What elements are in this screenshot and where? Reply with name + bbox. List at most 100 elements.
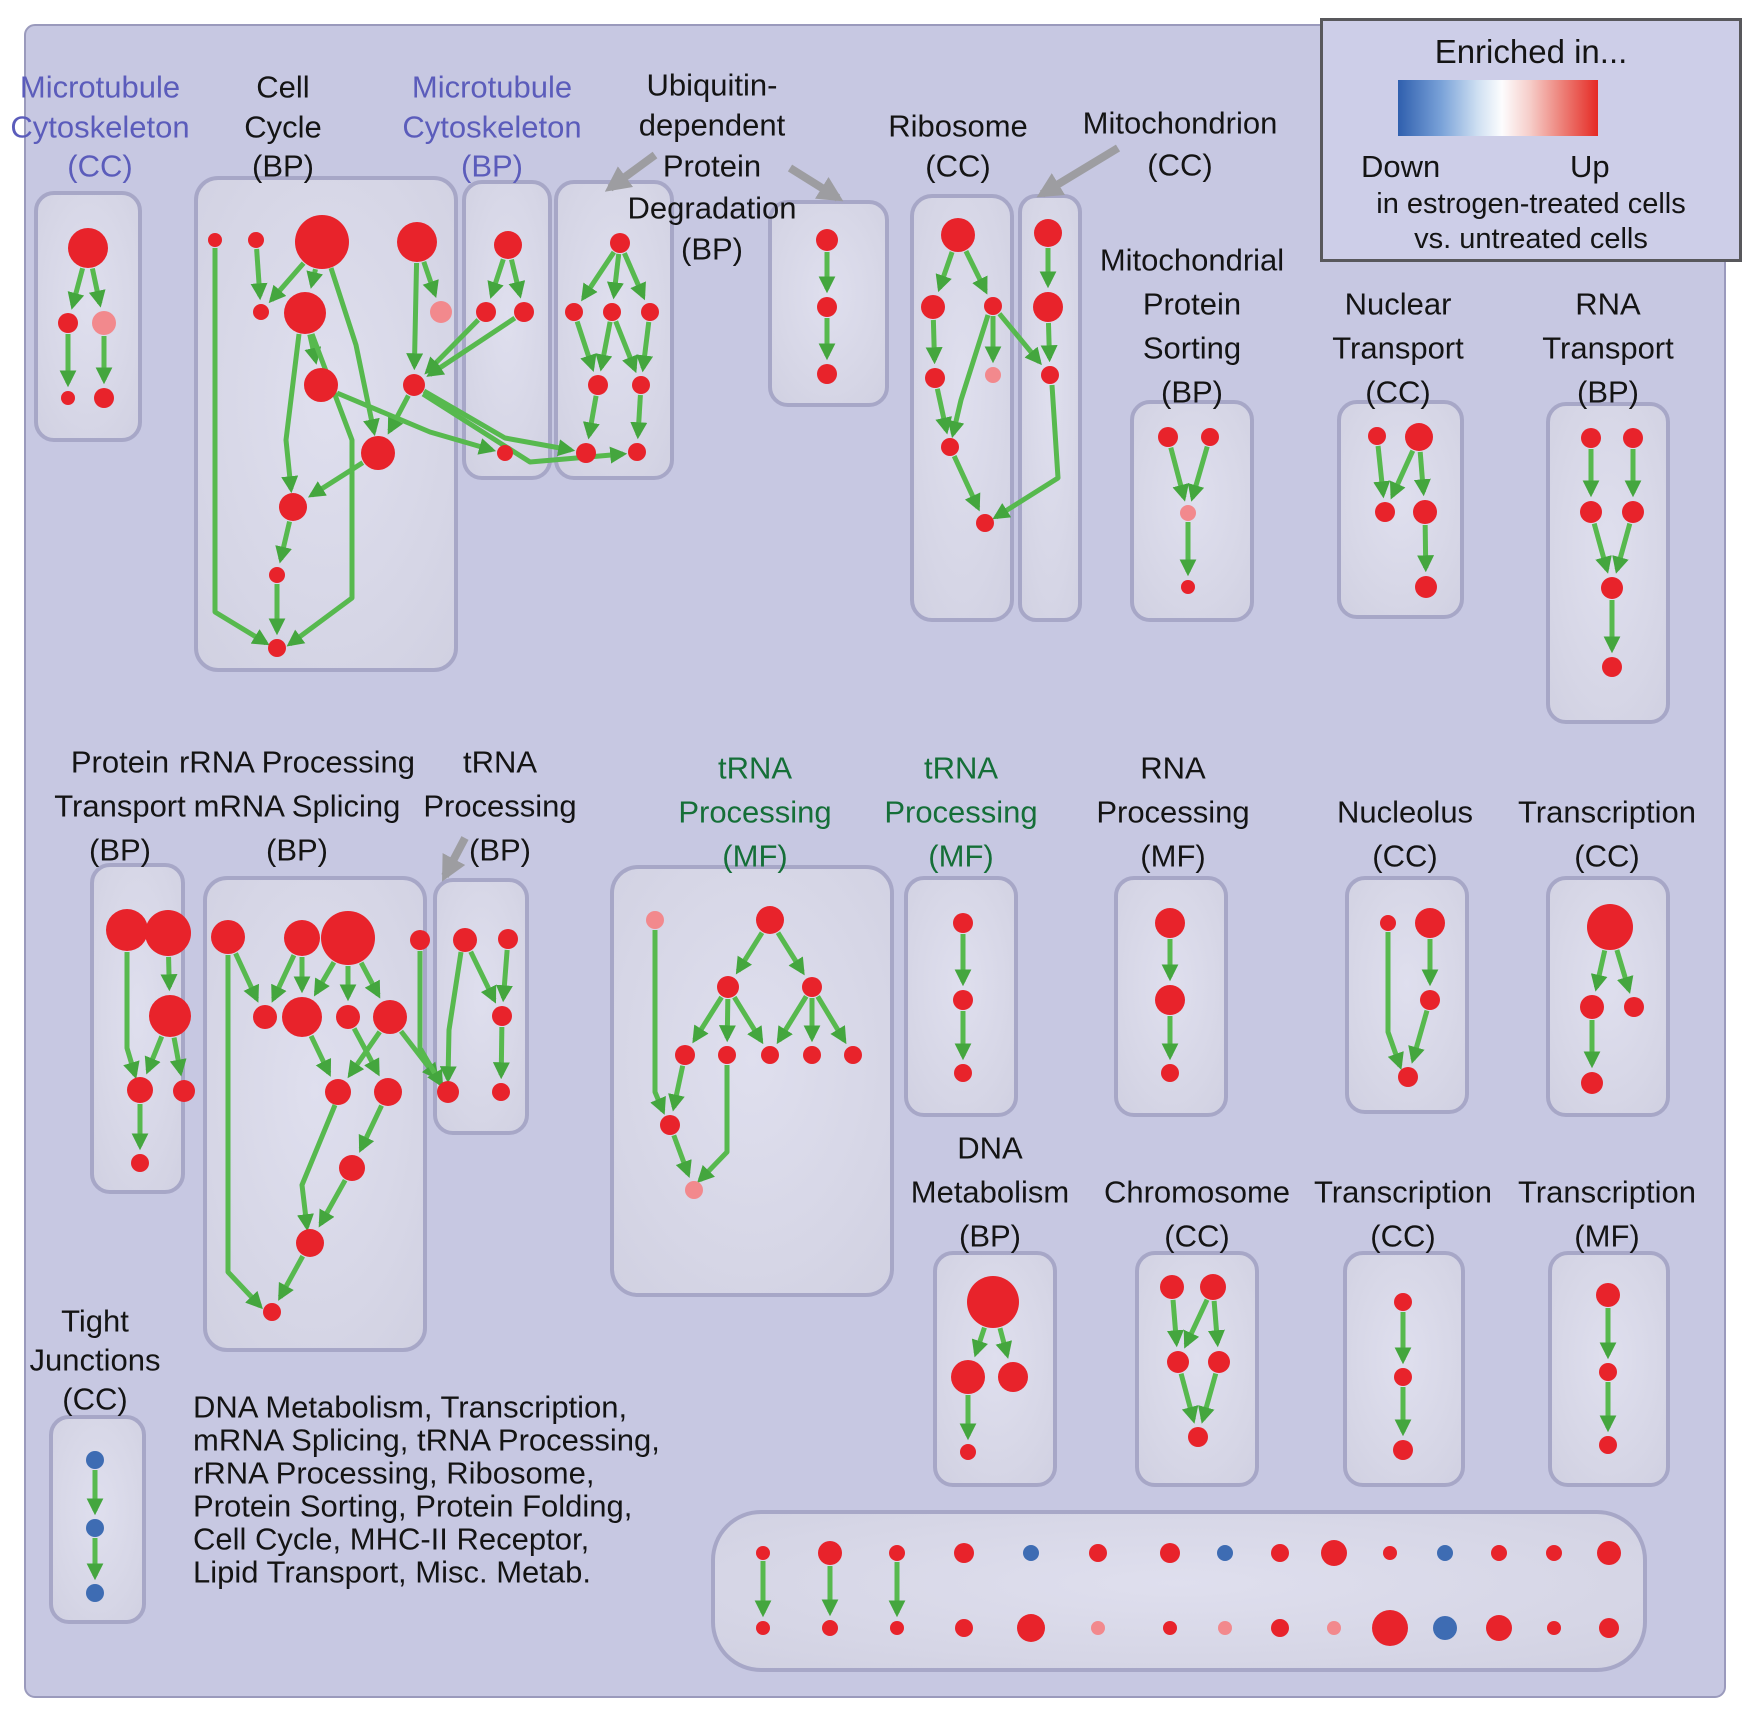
mt-cc-label: (CC)	[67, 149, 132, 184]
go-term-node-xb4	[955, 1619, 973, 1637]
go-term-node-r1	[1580, 995, 1604, 1019]
annotation-arrow	[1036, 144, 1121, 198]
legend-down-label: Down	[1361, 149, 1441, 184]
edge	[225, 955, 263, 1310]
protein-transport-label: Transport	[54, 789, 186, 824]
go-term-node-j0	[1581, 428, 1601, 448]
go-term-node-d2	[603, 303, 621, 321]
edge	[668, 1065, 686, 1112]
edge	[1614, 949, 1634, 994]
go-term-node-xb15	[1599, 1618, 1619, 1638]
transcription-cc-row2-label: Transcription	[1518, 795, 1696, 830]
nuclear-transport-box	[1337, 400, 1464, 619]
edge	[1385, 932, 1404, 1071]
transcription-mf-label: Transcription	[1518, 1175, 1696, 1210]
annotation-arrow	[787, 164, 844, 202]
chromosome-label: Chromosome	[1104, 1175, 1290, 1210]
edge	[318, 1178, 348, 1228]
misc-terms-box	[711, 1510, 1647, 1672]
edge	[1040, 322, 1058, 363]
edge	[439, 951, 464, 1084]
edge	[951, 455, 981, 512]
go-term-node-h1	[1201, 428, 1219, 446]
edge	[406, 262, 424, 371]
misc-note-line: rRNA Processing, Ribosome,	[193, 1456, 594, 1491]
mt-bp-label: Microtubule	[412, 70, 572, 105]
nuclear-transport-label: Nuclear	[1345, 287, 1452, 322]
edge	[925, 319, 943, 365]
edge	[417, 951, 444, 1088]
go-term-node-xa2	[818, 1541, 842, 1565]
misc-note-line: Cell Cycle, MHC-II Receptor,	[193, 1522, 589, 1557]
go-term-node-l1	[284, 920, 320, 956]
go-term-node-f2	[984, 297, 1002, 315]
ribosome-label: Ribosome	[888, 109, 1028, 144]
edge	[358, 961, 381, 999]
go-term-node-k2	[149, 995, 191, 1037]
edge	[613, 320, 638, 374]
go-term-node-xa15	[1597, 1541, 1621, 1565]
trna-bp-label: tRNA	[463, 745, 537, 780]
nuclear-transport-label: Transport	[1332, 331, 1464, 366]
go-term-node-q2	[1420, 990, 1440, 1010]
edge	[336, 390, 497, 455]
edge	[233, 952, 259, 1003]
legend-condition-line1: in estrogen-treated cells	[1376, 188, 1686, 220]
chromosome-label: (CC)	[1164, 1219, 1229, 1254]
go-term-node-s3	[960, 1444, 976, 1460]
mt-bp-label: (BP)	[461, 149, 523, 184]
edge	[160, 956, 178, 992]
edge	[88, 268, 106, 308]
go-term-node-q1	[1415, 908, 1445, 938]
go-term-node-a1	[58, 313, 78, 333]
go-term-node-m1	[498, 929, 518, 949]
edge	[732, 995, 764, 1045]
trna-mf-2-label: tRNA	[924, 751, 998, 786]
edge	[67, 267, 86, 310]
edge	[508, 259, 526, 299]
go-term-node-t2	[1167, 1351, 1189, 1373]
edge	[144, 1035, 165, 1075]
go-term-node-l12	[263, 1303, 281, 1321]
mt-cc-label: Microtubule	[20, 70, 180, 105]
ribosome-label: (CC)	[925, 149, 990, 184]
edge	[650, 930, 666, 1115]
ubiquitin-label: (BP)	[681, 232, 743, 267]
go-term-node-f6	[976, 514, 994, 532]
go-term-node-o2	[954, 1064, 972, 1082]
go-term-node-a2	[92, 311, 116, 335]
dna-metabolism-label: Metabolism	[911, 1175, 1070, 1210]
go-term-node-c1	[476, 302, 496, 322]
go-term-node-e1	[817, 297, 837, 317]
trna-mf-1-label: tRNA	[718, 751, 792, 786]
rna-processing-label: Processing	[1096, 795, 1249, 830]
go-term-node-xa14	[1546, 1545, 1562, 1561]
edge	[304, 333, 322, 365]
go-term-node-j5	[1602, 657, 1622, 677]
mito-protein-sorting-label: Protein	[1143, 287, 1241, 322]
go-term-node-b9	[361, 436, 395, 470]
trna-mf-1-box	[610, 865, 894, 1297]
go-term-node-t1	[1200, 1274, 1226, 1300]
edge	[1187, 445, 1210, 502]
go-term-node-r0	[1587, 904, 1633, 950]
edge	[574, 320, 597, 372]
go-term-node-k0	[106, 909, 148, 951]
go-term-node-u1	[1394, 1368, 1412, 1386]
edge	[935, 251, 955, 293]
mito-protein-sorting-label: Mitochondrial	[1100, 243, 1284, 278]
go-term-node-xa13	[1491, 1545, 1507, 1561]
go-term-node-t3	[1208, 1351, 1230, 1373]
go-term-node-l4	[253, 1005, 277, 1029]
edge	[1413, 451, 1431, 497]
go-term-node-n8	[844, 1046, 862, 1064]
go-term-node-b0	[208, 233, 222, 247]
go-term-node-g2	[1041, 366, 1059, 384]
go-term-node-k3	[127, 1077, 153, 1103]
ubiquitin-label: Protein	[663, 149, 761, 184]
transcription-mf-label: (MF)	[1574, 1219, 1639, 1254]
go-term-node-xa4	[954, 1543, 974, 1563]
trna-mf-2-label: Processing	[884, 795, 1037, 830]
rna-processing-label: (MF)	[1140, 839, 1205, 874]
